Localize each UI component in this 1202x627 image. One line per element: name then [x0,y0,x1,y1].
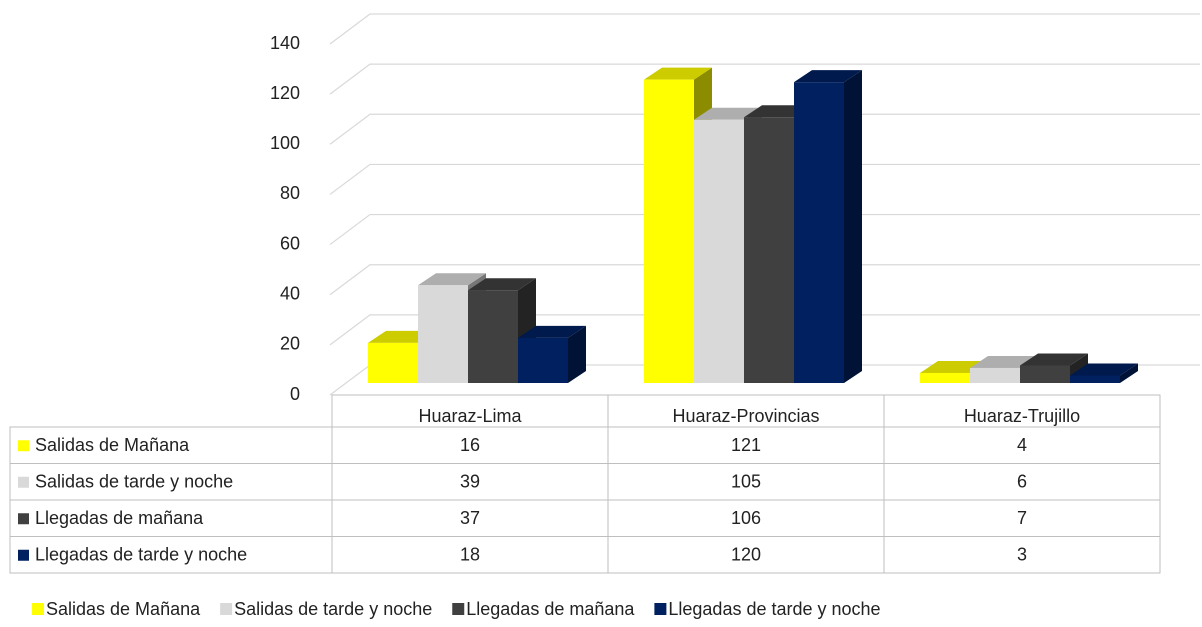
bar [1070,375,1120,383]
bar [644,79,694,383]
bar-top [794,70,862,83]
bar [1020,365,1070,383]
bar [920,372,970,383]
table-value: 105 [731,472,761,492]
table-value: 4 [1017,435,1027,455]
legend-label: Llegadas de tarde y noche [668,599,880,619]
bar-side [844,70,862,384]
table-value: 121 [731,435,761,455]
y-tick-label: 120 [270,83,300,103]
table-value: 120 [731,545,761,565]
table-value: 16 [460,435,480,455]
legend-label: Salidas de tarde y noche [234,599,432,619]
grid-line [329,63,1200,95]
y-tick-label: 0 [290,384,300,404]
bar [794,82,844,384]
table-value: 3 [1017,545,1027,565]
bar [694,119,744,383]
table-row [9,536,1161,574]
x-tick-label: Huaraz-Provincias [672,406,819,426]
y-tick-label: 20 [280,334,300,354]
table-value: 6 [1017,472,1027,492]
bar-top [418,273,486,286]
bar [518,337,568,383]
bar [418,285,468,383]
table-legend-key [18,476,29,488]
table-value: 18 [460,545,480,565]
y-tick-label: 140 [270,33,300,53]
grid-line [329,13,1200,45]
y-tick-label: 60 [280,233,300,253]
bar-top [644,67,712,80]
bar-top [518,325,586,338]
grid-line [329,213,1200,246]
table-legend-key [18,549,29,561]
table-value: 7 [1017,508,1027,528]
grid-line [329,264,1200,296]
bar [970,367,1020,383]
bar [468,290,518,383]
table-value: 106 [731,508,761,528]
y-tick-label: 100 [270,133,300,153]
bar-side [568,325,586,383]
legend-key [452,603,465,615]
x-tick-label: Huaraz-Trujillo [964,406,1080,426]
table-value: 39 [460,472,480,492]
table-row-label: Llegadas de mañana [35,508,204,528]
legend-key [654,603,667,615]
table-row-label: Salidas de tarde y noche [35,472,233,492]
bar-top [1020,353,1088,366]
y-tick-label: 40 [280,283,300,303]
grid-line [329,314,1200,346]
y-tick-label: 80 [280,183,300,203]
bar [368,342,418,383]
legend-key [220,603,233,615]
legend-label: Salidas de Mañana [46,599,201,619]
grid-line [329,113,1200,145]
table-value: 37 [460,508,480,528]
table-legend-key [18,513,29,525]
bar [744,117,794,383]
x-tick-label: Huaraz-Lima [418,406,522,426]
table-legend-key [18,440,29,452]
grid-line [329,163,1200,195]
table-row-label: Llegadas de tarde y noche [35,545,247,565]
bar-top [1070,363,1138,376]
bar-side [1120,363,1138,383]
table-row-label: Salidas de Mañana [35,435,190,455]
legend-key [32,603,44,615]
legend-label: Llegadas de mañana [466,599,635,619]
bar-top [468,278,536,291]
